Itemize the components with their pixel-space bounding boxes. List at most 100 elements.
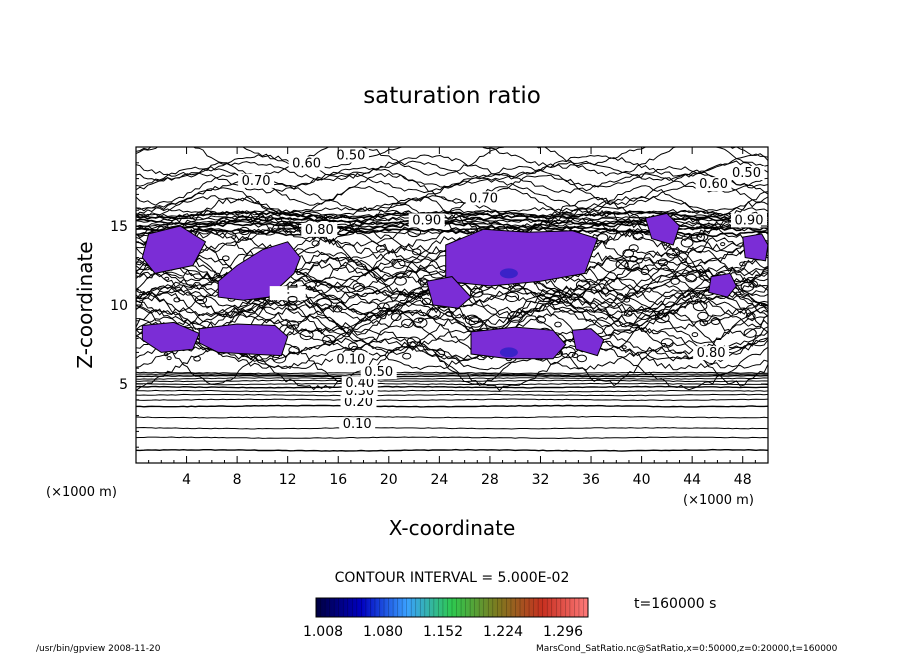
contour-line [136,160,768,182]
x-tick-label: 24 [430,472,448,488]
supersaturated-region [470,326,567,360]
contour-line [136,426,768,430]
contour-line [136,346,768,371]
contour-line [136,448,768,452]
x-tick-label: 36 [582,472,600,488]
contour-cell [560,346,576,359]
x-unit-right: (×1000 m) [683,493,754,508]
contour-line [136,305,768,345]
contour-cell [696,232,709,242]
contour-label-bg [728,166,765,180]
contour-label-bg [693,346,730,361]
contour-cell [554,321,562,328]
contour-label: 0.50 [364,365,393,380]
contour-cell [690,232,705,243]
x-tick-label: 40 [633,472,651,488]
contour-cell [286,320,300,330]
contour-cell [576,354,587,363]
contour-cell [571,353,579,359]
contour-line [136,382,768,386]
contour-cell [697,311,709,321]
contour-cell [377,302,390,312]
contour-cell [745,312,756,320]
y-tick-label: 15 [110,219,128,235]
contour-cell [629,255,639,263]
contour-cell [332,305,343,313]
colorbar-tick-label: 1.152 [423,624,463,640]
contour-cell [720,242,726,247]
contour-cell [699,319,709,327]
contour-cell [666,248,681,259]
contour-label-bg [301,222,338,237]
contour-cell [600,288,610,295]
contour-cell [390,313,402,321]
contour-line [136,185,768,217]
contour-line [136,385,768,389]
supersaturated-region [644,212,681,246]
x-tick-label: 8 [233,472,242,488]
contour-cell [166,356,172,361]
footer-right: MarsCond_SatRatio.nc@SatRatio,x=0:50000,… [536,644,838,654]
contour-cell [402,352,412,360]
contour-label-bg [341,376,378,391]
contour-cell [406,336,422,348]
contour-cell [352,282,366,292]
contour-label: 0.10 [343,417,372,432]
contour-cell [680,238,694,248]
contour-cell [435,349,446,358]
supersaturated-fill [141,212,768,360]
contour-label-bg [339,417,376,432]
contour-cell [231,235,237,239]
contour-cell [698,270,713,281]
contour-cell [596,233,609,243]
contour-label: 0.20 [344,395,373,410]
contour-cell [743,328,757,338]
contour-label: 0.60 [292,157,321,172]
contour-label: 1.00 [284,283,299,312]
y-tick-label: 10 [110,298,128,314]
contour-cell [628,244,639,252]
contour-cell [622,249,635,258]
x-tick-label: 28 [481,472,499,488]
contour-label-bg [269,286,306,301]
contour-label-bg [731,213,767,228]
contour-cell [710,317,721,325]
colorbar-tick-label: 1.080 [363,624,403,640]
supersaturated-region [445,228,599,287]
contour-cell [615,259,629,270]
contour-label: 0.90 [735,213,764,228]
contour-label: 0.80 [305,223,334,238]
contour-cell [401,318,414,329]
colorbar-tick-label: 1.008 [303,624,343,640]
contour-cell [654,312,670,324]
x-tick-label: 16 [329,472,347,488]
contour-cell [621,345,627,350]
supersaturated-region [742,233,768,262]
time-label: t=160000 s [634,596,716,612]
contour-cell [505,291,520,303]
contour-label-bg [332,148,369,163]
contour-label: 0.40 [345,376,374,391]
contour-line [136,389,768,393]
x-tick-label: 48 [734,472,752,488]
contour-line [136,336,768,362]
contour-cell [692,300,708,312]
contour-cell [391,258,406,269]
contour-label: 0.80 [697,346,726,361]
contour-label: 0.10 [336,353,365,368]
contour-line [136,147,768,169]
contour-line [136,147,768,177]
contour-cell [536,316,546,324]
contour-label-layer: 0.100.200.300.400.500.10 0.801.000.800.90… [238,148,767,432]
contour-cell [311,240,320,247]
contour-line [136,393,768,397]
contour-cell [685,273,697,283]
contour-line [136,373,768,376]
contour-label: 0.60 [699,177,728,192]
contour-cell [426,308,441,319]
contour-line [136,377,768,380]
contour-cell [194,295,208,305]
contour-cell [316,298,332,310]
supersaturated-region [708,272,737,298]
